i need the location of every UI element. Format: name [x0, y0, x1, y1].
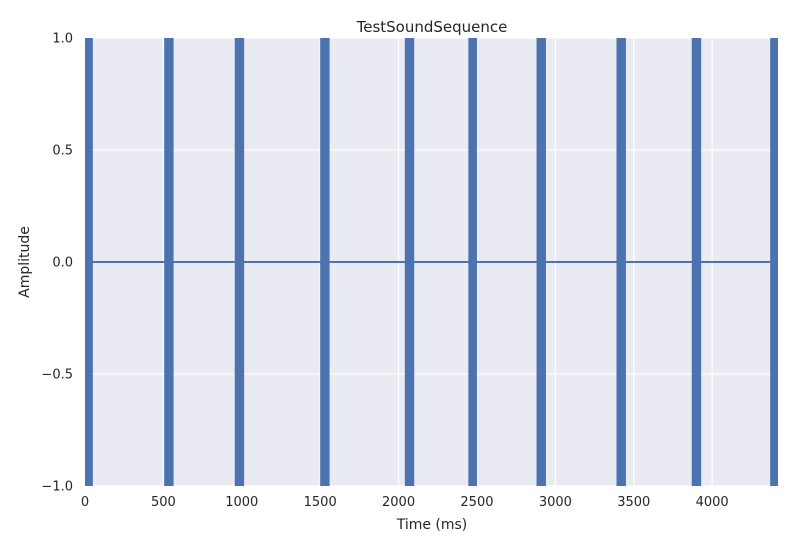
- x-tick-label: 3500: [617, 495, 650, 510]
- x-axis-title: Time (ms): [396, 517, 468, 533]
- x-tick-label: 4000: [696, 495, 729, 510]
- x-axis-ticks: 0 500 1000 1500 2000 2500 3000 3500 4000: [81, 495, 729, 510]
- signal-burst: [770, 38, 778, 486]
- x-tick-label: 3000: [539, 495, 572, 510]
- x-tick-label: 1000: [225, 495, 258, 510]
- x-tick-label: 0: [81, 495, 89, 510]
- y-tick-label: 1.0: [52, 32, 73, 47]
- y-tick-label: −0.5: [41, 368, 73, 383]
- y-tick-label: −1.0: [41, 480, 73, 495]
- signal-burst: [537, 38, 546, 486]
- signal-burst: [692, 38, 701, 486]
- x-tick-label: 2000: [382, 495, 415, 510]
- x-tick-label: 500: [151, 495, 176, 510]
- signal-burst: [617, 38, 626, 486]
- signal-burst: [320, 38, 329, 486]
- signal-burst: [468, 38, 477, 486]
- chart-title: TestSoundSequence: [356, 18, 508, 36]
- y-tick-label: 0.5: [52, 144, 73, 159]
- signal-burst: [405, 38, 414, 486]
- signal-burst: [235, 38, 244, 486]
- y-axis-ticks: −1.0 −0.5 0.0 0.5 1.0: [41, 32, 73, 495]
- x-tick-label: 1500: [304, 495, 337, 510]
- signal-burst: [85, 38, 93, 486]
- y-tick-label: 0.0: [52, 256, 73, 271]
- x-tick-label: 2500: [460, 495, 493, 510]
- signal-burst: [164, 38, 173, 486]
- y-axis-title: Amplitude: [17, 226, 33, 298]
